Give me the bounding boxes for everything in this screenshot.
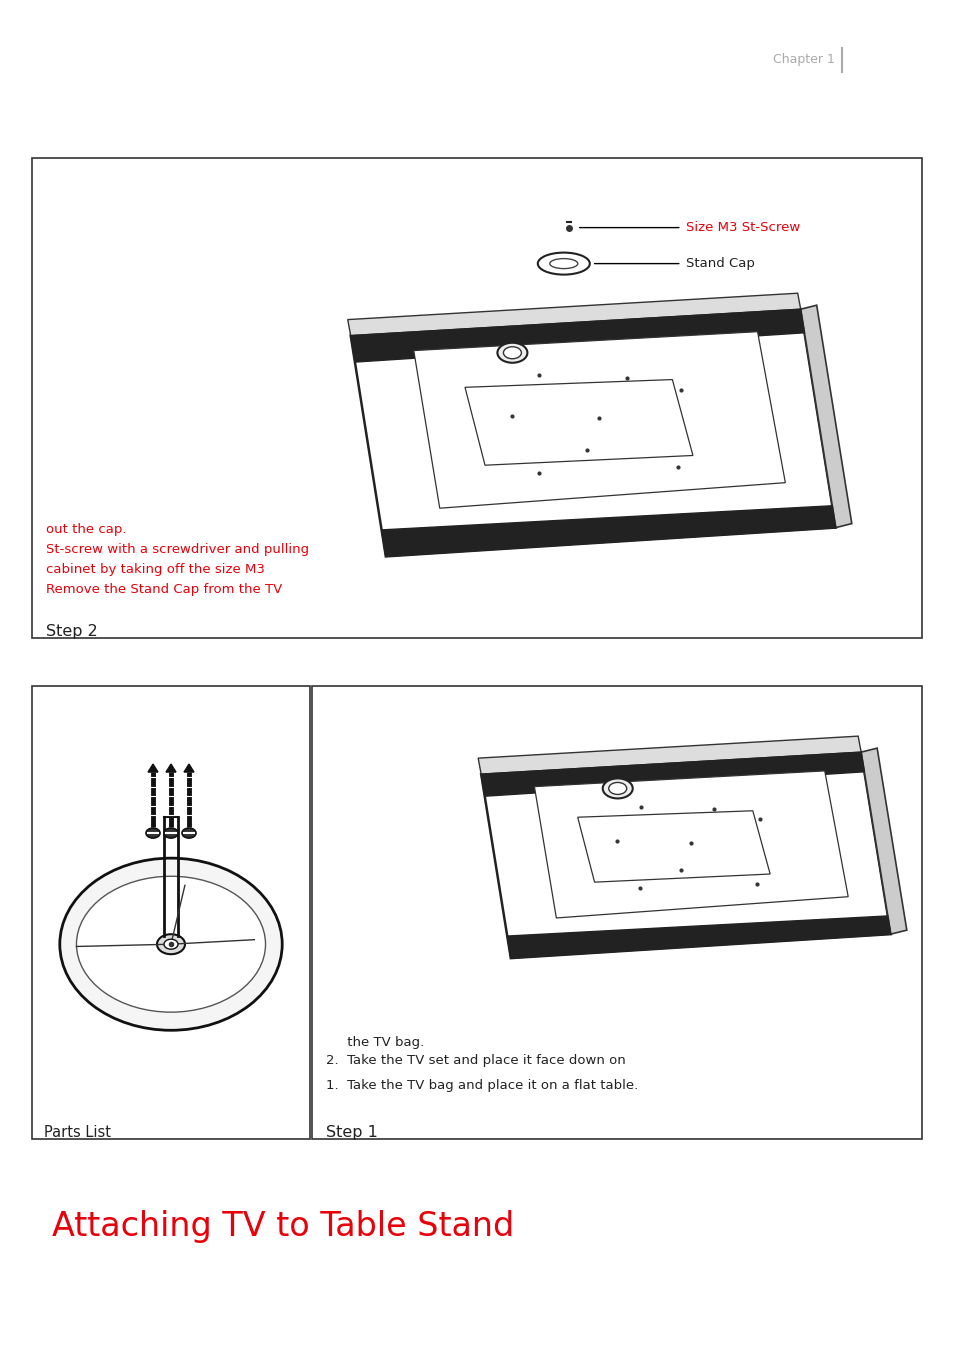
Polygon shape xyxy=(381,505,835,557)
Polygon shape xyxy=(480,753,863,796)
Ellipse shape xyxy=(60,858,282,1031)
Ellipse shape xyxy=(182,828,195,838)
Polygon shape xyxy=(166,765,175,771)
Text: Attaching TV to Table Stand: Attaching TV to Table Stand xyxy=(52,1210,514,1243)
Polygon shape xyxy=(351,309,803,362)
Ellipse shape xyxy=(503,347,521,359)
Text: Step 1: Step 1 xyxy=(326,1125,377,1140)
Ellipse shape xyxy=(146,828,160,838)
Bar xyxy=(32,686,310,1139)
Ellipse shape xyxy=(497,343,527,363)
Polygon shape xyxy=(477,736,861,774)
Ellipse shape xyxy=(76,877,265,1012)
Text: cabinet by taking off the size M3: cabinet by taking off the size M3 xyxy=(46,563,265,576)
Ellipse shape xyxy=(602,778,632,798)
Polygon shape xyxy=(480,753,890,958)
Text: Stand Cap: Stand Cap xyxy=(685,257,754,270)
Ellipse shape xyxy=(537,253,589,274)
Text: 1.  Take the TV bag and place it on a flat table.: 1. Take the TV bag and place it on a fla… xyxy=(326,1079,638,1092)
Ellipse shape xyxy=(549,258,578,269)
Bar xyxy=(32,158,921,638)
Text: Parts List: Parts List xyxy=(44,1125,111,1140)
Text: out the cap.: out the cap. xyxy=(46,523,127,536)
Polygon shape xyxy=(184,765,193,771)
Polygon shape xyxy=(347,293,800,335)
Polygon shape xyxy=(414,332,784,508)
Polygon shape xyxy=(351,309,835,557)
Polygon shape xyxy=(861,748,906,934)
Text: Remove the Stand Cap from the TV: Remove the Stand Cap from the TV xyxy=(46,584,282,596)
Polygon shape xyxy=(800,305,851,528)
Ellipse shape xyxy=(608,782,626,794)
Text: 2.  Take the TV set and place it face down on: 2. Take the TV set and place it face dow… xyxy=(326,1054,625,1067)
Polygon shape xyxy=(464,380,692,465)
Text: the TV bag.: the TV bag. xyxy=(326,1036,424,1048)
Bar xyxy=(312,686,921,1139)
Ellipse shape xyxy=(157,934,185,954)
Polygon shape xyxy=(507,916,890,958)
Ellipse shape xyxy=(164,939,178,950)
Ellipse shape xyxy=(164,828,178,838)
Polygon shape xyxy=(534,771,847,917)
Polygon shape xyxy=(148,765,158,771)
Polygon shape xyxy=(578,811,769,882)
Text: St-screw with a screwdriver and pulling: St-screw with a screwdriver and pulling xyxy=(46,543,309,557)
Text: Size M3 St-Screw: Size M3 St-Screw xyxy=(685,222,800,234)
Text: Chapter 1: Chapter 1 xyxy=(772,54,834,66)
Text: Step 2: Step 2 xyxy=(46,624,97,639)
